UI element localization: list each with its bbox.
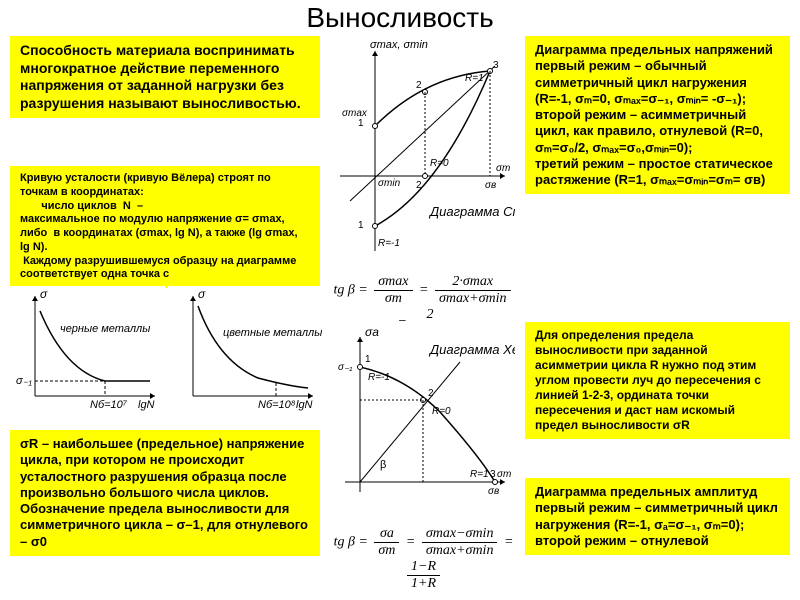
svg-text:R=-1: R=-1 (378, 238, 400, 249)
sigma-r-box: σR – наибольшее (предельное) напряжение … (10, 430, 320, 556)
svg-text:Nб=10⁸: Nб=10⁸ (258, 399, 296, 411)
svg-text:3: 3 (493, 60, 499, 71)
svg-text:σm: σm (497, 469, 511, 480)
amplitude-text-box: Диаграмма предельных амплитуд первый реж… (525, 478, 790, 555)
svg-text:σmin: σmin (378, 178, 401, 189)
svg-text:2: 2 (428, 388, 434, 399)
svg-text:1: 1 (358, 118, 364, 129)
amp-box-line2: второй режим – отнулевой (535, 533, 709, 548)
svg-text:R=1: R=1 (470, 469, 489, 480)
smith-box-r1: (R=-1, σₘ=0, σₘₐₓ=σ₋₁, σₘᵢₙ= -σ₋₁); (535, 91, 746, 106)
formula-haigh: tg β = σaσm = σmax−σminσmax+σmin = 1−R1+… (332, 526, 515, 592)
svg-text:черные металлы: черные металлы (60, 323, 150, 335)
haigh-diagram: σa 1 2 3 σ₋₁ R=-1 R=0 R=1 σв σm Диаграмм… (330, 322, 515, 517)
smith-text-box: Диаграмма предельных напряжений первый р… (525, 36, 790, 194)
svg-text:lgN: lgN (296, 399, 313, 411)
svg-text:σ: σ (40, 287, 48, 301)
svg-text:σ: σ (198, 287, 206, 301)
amp-box-title: Диаграмма предельных амплитуд (535, 484, 757, 499)
svg-text:R=-1: R=-1 (368, 372, 390, 383)
formula2-lhs: tg β = (334, 535, 368, 550)
svg-text:σв: σв (488, 486, 499, 497)
svg-text:3: 3 (490, 469, 496, 480)
definition-box: Способность материала воспринимать много… (10, 36, 320, 118)
svg-text:Nб=10⁷: Nб=10⁷ (90, 399, 128, 411)
smith-box-title: Диаграмма предельных напряжений (535, 42, 773, 57)
page-title: Выносливость (0, 2, 800, 34)
formula1-lhs: tg β = (333, 283, 367, 298)
haigh-text-box: Для определения предела выносливости при… (525, 322, 790, 439)
svg-text:β: β (380, 459, 386, 471)
definition-text: Способность материала воспринимать много… (20, 42, 297, 111)
smith-box-line3: третий режим – простое статическое растя… (535, 156, 773, 187)
svg-text:σmax, σmin: σmax, σmin (370, 39, 428, 51)
svg-text:σmax: σmax (342, 108, 368, 119)
svg-text:σa: σa (365, 325, 379, 339)
svg-text:R=1: R=1 (465, 73, 484, 84)
svg-text:2: 2 (416, 180, 422, 191)
amp-box-line1: первый режим – симметричный цикл нагруже… (535, 500, 778, 531)
svg-text:1: 1 (365, 354, 371, 365)
chart-black-metals: σ σ₋₁ Nб=10⁷ lgN черные металлы (10, 286, 165, 416)
chart-nonferrous-metals: σ Nб=10⁸ lgN цветные металлы (168, 286, 323, 416)
smith-diagram: σmax, σmin 1 2 3 1 2 σmax σmin (330, 36, 515, 266)
svg-text:R=0: R=0 (430, 158, 449, 169)
svg-text:σв: σв (485, 180, 496, 191)
svg-text:R=0: R=0 (432, 406, 451, 417)
smith-box-line2: второй режим – асимметричный цикл, как п… (535, 107, 763, 155)
svg-text:σ₋₁: σ₋₁ (338, 362, 352, 373)
svg-text:Диаграмма Хейга: Диаграмма Хейга (428, 342, 515, 357)
svg-text:Диаграмма Смита: Диаграмма Смита (428, 204, 515, 219)
svg-text:lgN: lgN (138, 399, 155, 411)
svg-text:1: 1 (358, 220, 364, 231)
wohler-box: Кривую усталости (кривую Вёлера) строят … (10, 166, 320, 288)
svg-text:2: 2 (416, 80, 422, 91)
svg-text:σ₋₁: σ₋₁ (16, 375, 32, 387)
svg-text:цветные металлы: цветные металлы (223, 327, 322, 339)
svg-text:σm: σm (496, 163, 510, 174)
smith-box-line1: первый режим – обычный симметричный цикл… (535, 58, 747, 89)
